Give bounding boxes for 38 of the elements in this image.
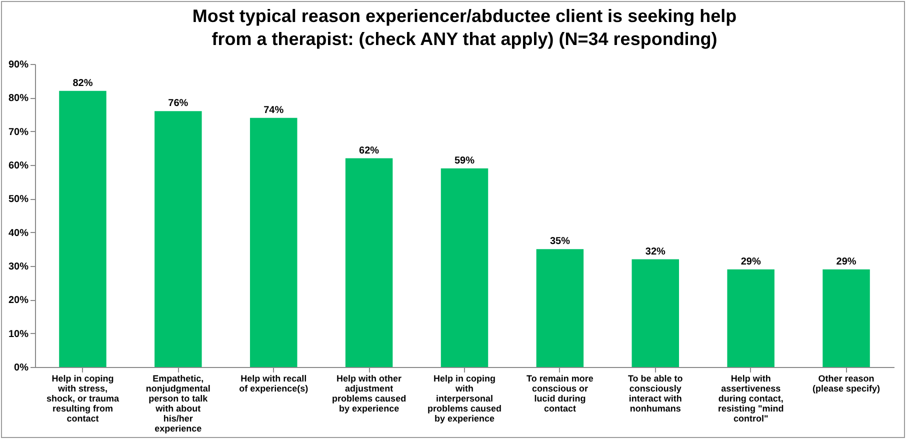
x-tick-label: Help in coping with interpersonal problems caused by experience (427, 374, 502, 424)
y-tick-label: 20% (8, 295, 29, 306)
data-label: 35% (550, 236, 570, 248)
y-tick-label: 0% (14, 362, 29, 374)
y-tick-label: 70% (8, 126, 29, 138)
bar (632, 259, 680, 367)
x-tick-label: Help with recall of experience(s) (239, 374, 308, 394)
data-label: 29% (740, 256, 761, 268)
x-tick-label: Help with other adjustment problems caused by experience (332, 374, 406, 414)
bar (440, 168, 488, 367)
data-label: 59% (454, 155, 475, 166)
y-tick-label: 10% (8, 328, 29, 340)
y-tick-label: 60% (8, 160, 29, 172)
bar (727, 269, 774, 367)
x-tick-label: Help in coping with stress, shock, or trauma resulting from contact (46, 374, 120, 424)
data-label: 82% (72, 78, 93, 89)
data-label: 76% (168, 98, 188, 110)
y-tick-label: 40% (8, 228, 29, 239)
x-tick-label: Help with assertiveness during contact, resisting "mind control" (718, 374, 784, 424)
y-tick-label: 30% (8, 262, 29, 272)
data-label: 62% (359, 145, 380, 156)
y-tick-label: 90% (8, 60, 29, 70)
bar (345, 158, 393, 367)
y-tick-label: 80% (8, 93, 29, 104)
bar (536, 249, 584, 367)
data-label: 29% (836, 256, 856, 268)
x-tick-label: To be able to consciously interact with nonhumans (628, 374, 684, 414)
x-tick-label: Empathetic, nonjudgmental person to talk with about his/her experience (146, 374, 210, 434)
bar (154, 111, 202, 367)
chart-title: Most typical reason experiencer/abductee client is seeking help from a therapist: (check ANY that apply) (N=34 responding) (192, 6, 737, 49)
x-tick-label: Other reason (please specify) (812, 374, 880, 394)
x-tick-label: To remain more conscious or lucid during contact (526, 374, 594, 414)
data-label: 32% (645, 246, 666, 258)
y-tick-label: 50% (8, 194, 29, 206)
bar (822, 269, 870, 367)
bar (250, 118, 298, 367)
bar (59, 90, 106, 367)
data-label: 74% (264, 104, 284, 116)
